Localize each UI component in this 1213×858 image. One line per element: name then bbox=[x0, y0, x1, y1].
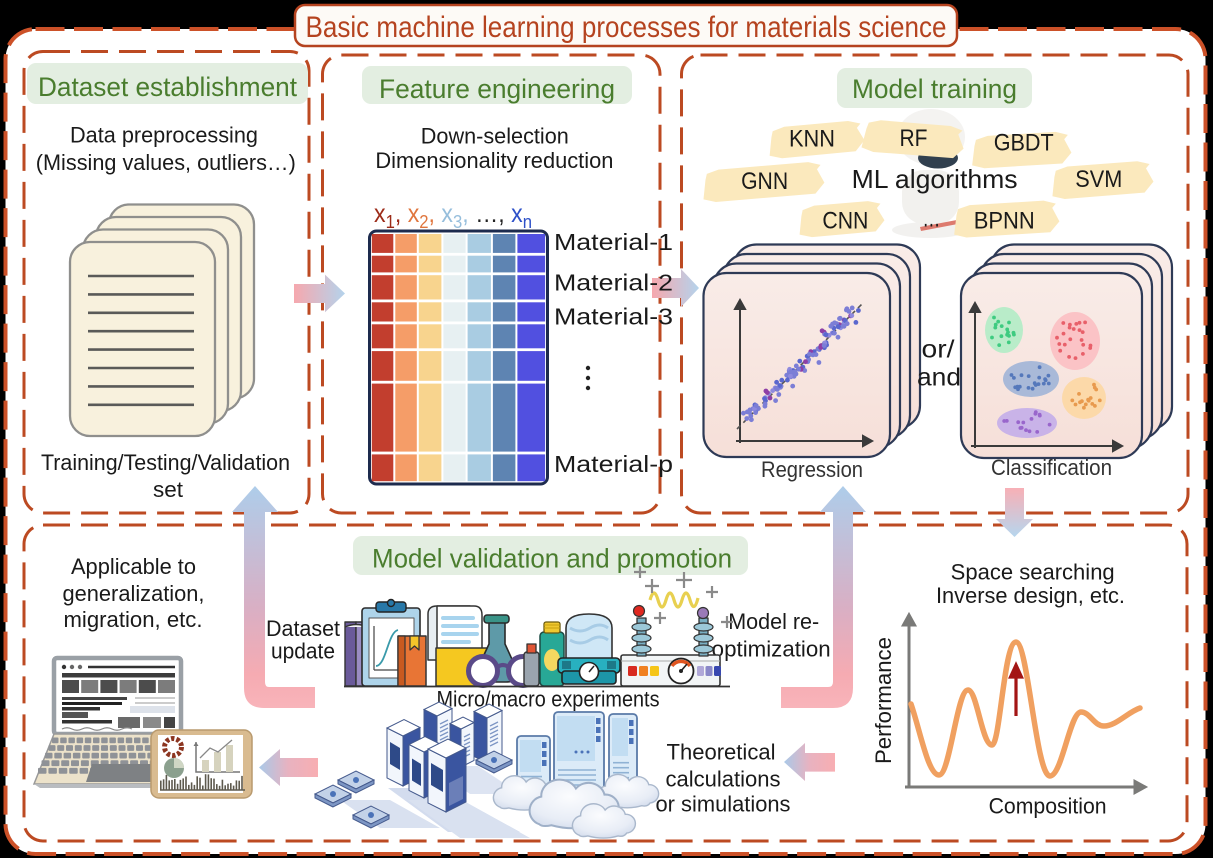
svg-text:Model re-: Model re- bbox=[728, 609, 819, 634]
svg-text:Applicable to: Applicable to bbox=[71, 554, 196, 579]
svg-text:KNN: KNN bbox=[789, 125, 835, 152]
svg-text:or/: or/ bbox=[922, 336, 955, 364]
svg-text:Basic machine learning process: Basic machine learning processes for mat… bbox=[306, 11, 947, 44]
svg-text:update: update bbox=[271, 639, 335, 664]
svg-text:and: and bbox=[917, 364, 961, 392]
svg-text:Material-p: Material-p bbox=[554, 451, 673, 477]
svg-text:Data preprocessing: Data preprocessing bbox=[70, 122, 258, 147]
svg-text:Dataset: Dataset bbox=[266, 616, 340, 641]
svg-text:Training/Testing/Validation: Training/Testing/Validation bbox=[41, 450, 290, 475]
svg-text:Theoretical: Theoretical bbox=[667, 739, 776, 764]
svg-text:Feature engineering: Feature engineering bbox=[379, 74, 615, 104]
svg-text:Dataset establishment: Dataset establishment bbox=[38, 72, 297, 102]
svg-text:(Missing values, outliers…): (Missing values, outliers…) bbox=[36, 150, 296, 175]
svg-text:Down-selection: Down-selection bbox=[421, 123, 569, 148]
svg-text:CNN: CNN bbox=[822, 208, 868, 235]
svg-text:Material-3: Material-3 bbox=[554, 304, 673, 330]
svg-text:Material-2: Material-2 bbox=[554, 270, 673, 296]
svg-text:Micro/macro experiments: Micro/macro experiments bbox=[437, 687, 660, 712]
svg-text:GNN: GNN bbox=[741, 168, 788, 195]
svg-text:SVM: SVM bbox=[1075, 166, 1122, 193]
svg-text:Inverse design, etc.: Inverse design, etc. bbox=[936, 583, 1125, 608]
svg-text:BPNN: BPNN bbox=[974, 208, 1035, 235]
svg-text:calculations: calculations bbox=[666, 767, 781, 792]
svg-text:GBDT: GBDT bbox=[994, 130, 1054, 157]
svg-text:RF: RF bbox=[900, 125, 928, 152]
svg-text:Performance: Performance bbox=[871, 637, 896, 764]
svg-text:Dimensionality reduction: Dimensionality reduction bbox=[375, 148, 613, 173]
svg-text:Classification: Classification bbox=[991, 455, 1112, 480]
svg-text:Model training: Model training bbox=[852, 74, 1017, 104]
svg-text:…: … bbox=[922, 205, 940, 232]
svg-text:Material-1: Material-1 bbox=[554, 229, 673, 255]
svg-text:x1, x2, x3, …, xn: x1, x2, x3, …, xn bbox=[374, 200, 532, 232]
svg-text:generalization,: generalization, bbox=[63, 581, 205, 606]
svg-text:Regression: Regression bbox=[761, 457, 863, 482]
svg-text:optimization: optimization bbox=[712, 636, 831, 661]
svg-text:Composition: Composition bbox=[989, 794, 1107, 819]
svg-text:ML algorithms: ML algorithms bbox=[852, 164, 1018, 194]
svg-text:set: set bbox=[153, 477, 183, 502]
svg-text:or simulations: or simulations bbox=[656, 792, 791, 817]
svg-text:Model validation and promotion: Model validation and promotion bbox=[372, 544, 732, 574]
svg-text:Space searching: Space searching bbox=[951, 560, 1115, 585]
svg-text:migration, etc.: migration, etc. bbox=[64, 607, 203, 632]
